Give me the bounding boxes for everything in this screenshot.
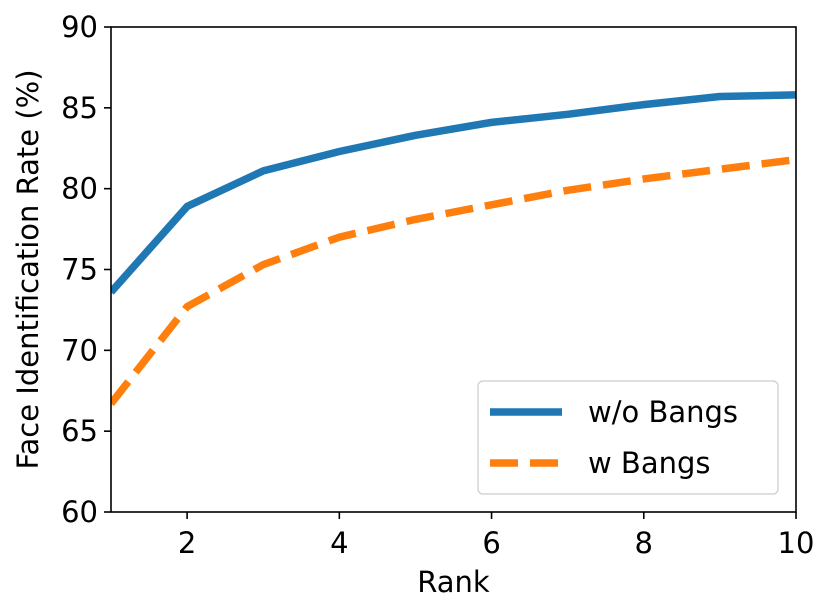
series-layer	[111, 91, 796, 406]
x-tick-label: 6	[482, 526, 500, 560]
legend-label-w-bangs: w Bangs	[588, 446, 711, 480]
y-tick-label: 65	[61, 414, 98, 448]
x-tick-label: 4	[330, 526, 348, 560]
legend-label-w-o-bangs: w/o Bangs	[588, 395, 738, 429]
y-tick-label: 75	[61, 253, 98, 287]
y-axis-label: Face Identification Rate (%)	[11, 69, 45, 469]
x-tick-label: 10	[778, 526, 815, 560]
x-tick-label: 8	[635, 526, 653, 560]
legend: w/o Bangs w Bangs	[477, 380, 779, 495]
x-axis-label: Rank	[417, 565, 490, 599]
y-tick-label: 85	[61, 91, 98, 125]
x-tick-label: 2	[178, 526, 196, 560]
y-tick-label: 70	[61, 333, 98, 367]
y-tick-label: 60	[61, 495, 98, 529]
y-tick-label: 80	[61, 172, 98, 206]
y-tick-label: 90	[61, 10, 98, 44]
series-line-w-o-bangs	[111, 91, 796, 295]
ticks-layer: 2 4 6 8 10 60 65 70 75 80 85 90	[61, 10, 814, 560]
series-line-w-bangs	[111, 155, 796, 406]
